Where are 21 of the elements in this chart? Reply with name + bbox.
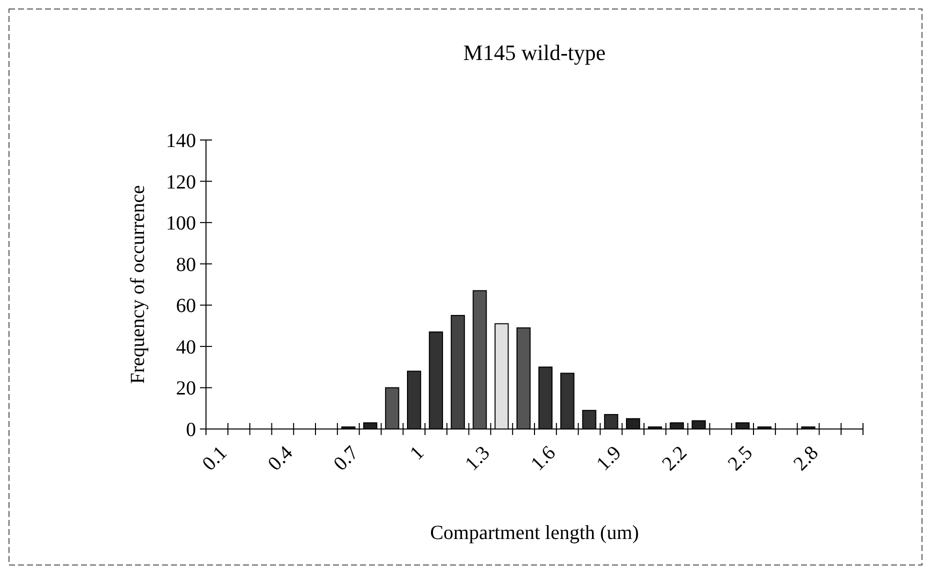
y-tick-label: 0	[186, 419, 196, 441]
y-tick-label: 100	[166, 212, 196, 235]
y-tick-label: 140	[166, 130, 196, 152]
x-tick-label: 0.4	[264, 442, 298, 476]
chart-title: M145 wild-type	[463, 40, 606, 65]
x-tick-label: 1	[406, 442, 429, 465]
y-tick-label: 20	[176, 378, 196, 400]
x-tick-label: 0.7	[330, 442, 363, 476]
x-tick-label: 2.5	[724, 442, 758, 476]
x-tick-label: 2.8	[790, 442, 823, 476]
x-tick-label: 0.1	[198, 442, 232, 476]
y-tick-label: 40	[176, 336, 196, 358]
x-axis-title: Compartment length (um)	[430, 522, 639, 544]
x-tick-label: 1.6	[526, 442, 560, 476]
y-tick-label: 60	[176, 295, 196, 318]
y-tick-label: 120	[166, 171, 196, 194]
x-tick-label: 2.2	[658, 442, 692, 476]
x-tick-label: 1.3	[461, 442, 494, 476]
y-tick-label: 80	[176, 254, 196, 276]
x-tick-label: 1.9	[592, 442, 626, 476]
y-axis-title: Frequency of occurrence	[127, 184, 149, 384]
